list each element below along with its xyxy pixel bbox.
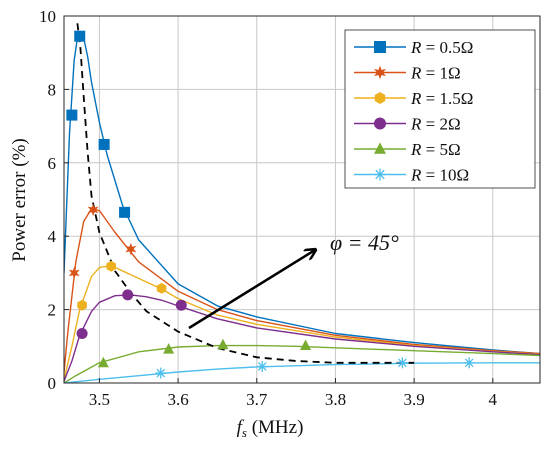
square-marker: [119, 206, 131, 218]
triangle-marker: [217, 338, 229, 350]
circle-marker: [122, 289, 134, 301]
x-tick-label: 3.7: [246, 390, 268, 409]
legend-label: R = 5Ω: [410, 140, 461, 159]
phi-annotation: φ = 45°: [188, 230, 399, 330]
x-axis-unit: (MHz): [247, 417, 303, 438]
triangle-marker: [163, 343, 175, 354]
hexagram-marker: [87, 203, 99, 217]
hexagram-marker: [374, 65, 386, 80]
asterisk-stroke: [397, 358, 407, 368]
annotation-arrow: [188, 250, 315, 330]
circle-marker: [175, 299, 187, 311]
axis-ticks: 3.5 3.6 3.7 3.8 3.9 4 0 2 4 6 8 10: [39, 7, 498, 409]
plot-frame: [63, 15, 541, 384]
x-tick-label: 4: [489, 390, 498, 409]
y-tick-label: 0: [48, 374, 57, 393]
hexagram-marker: [125, 242, 137, 256]
series-line: [64, 208, 540, 373]
y-tick-label: 2: [48, 301, 57, 320]
x-axis-symbol: f: [237, 417, 245, 438]
asterisk-stroke: [257, 362, 267, 371]
asterisk-marker: [155, 367, 167, 379]
annotation-label: φ = 45°: [330, 230, 399, 255]
asterisk-stroke: [464, 358, 474, 368]
legend-label: R = 0.5Ω: [410, 38, 473, 57]
square-marker: [74, 30, 86, 42]
y-tick-label: 10: [39, 7, 56, 26]
hexagon-marker: [156, 282, 167, 294]
square-marker: [374, 41, 386, 53]
hexagram-marker: [68, 266, 80, 280]
legend-box: [344, 29, 536, 189]
asterisk-stroke: [156, 368, 166, 378]
series-line: [64, 362, 540, 383]
triangle-marker: [300, 339, 312, 350]
hexagon-marker: [374, 92, 386, 104]
y-axis-label: Power error (%): [9, 138, 30, 261]
asterisk-marker: [396, 357, 408, 369]
circle-marker: [374, 117, 386, 130]
hexagon-marker: [106, 260, 116, 272]
asterisk-marker: [463, 357, 475, 369]
x-tick-label: 3.8: [325, 390, 346, 409]
legend-label: R = 1.5Ω: [410, 89, 473, 108]
x-axis-label: fs (MHz): [237, 417, 304, 440]
y-tick-label: 8: [48, 80, 57, 99]
series-line: [64, 344, 540, 383]
legend: R = 0.5Ω R = 1Ω R = 1.5Ω R = 2Ω R = 5Ω R = 10…: [344, 29, 536, 189]
hexagon-marker: [77, 299, 87, 311]
square-marker: [98, 138, 110, 150]
series-markers: [66, 30, 475, 379]
asterisk-stroke: [375, 169, 385, 180]
triangle-marker: [97, 356, 109, 368]
asterisk-marker: [256, 360, 268, 372]
triangle-marker: [374, 142, 386, 154]
series-line: [64, 264, 540, 380]
circle-marker: [76, 327, 88, 339]
legend-label: R = 2Ω: [410, 115, 461, 134]
asterisk-marker: [374, 168, 386, 181]
legend-label: R = 10Ω: [410, 166, 469, 185]
x-tick-label: 3.6: [167, 390, 188, 409]
x-tick-label: 3.9: [403, 390, 424, 409]
x-axis-subscript: s: [242, 425, 247, 440]
legend-label: R = 1Ω: [410, 64, 461, 83]
series-line: [64, 294, 540, 382]
y-tick-label: 4: [48, 227, 57, 246]
y-tick-label: 6: [48, 154, 57, 173]
square-marker: [66, 109, 78, 121]
x-tick-label: 3.5: [89, 390, 110, 409]
